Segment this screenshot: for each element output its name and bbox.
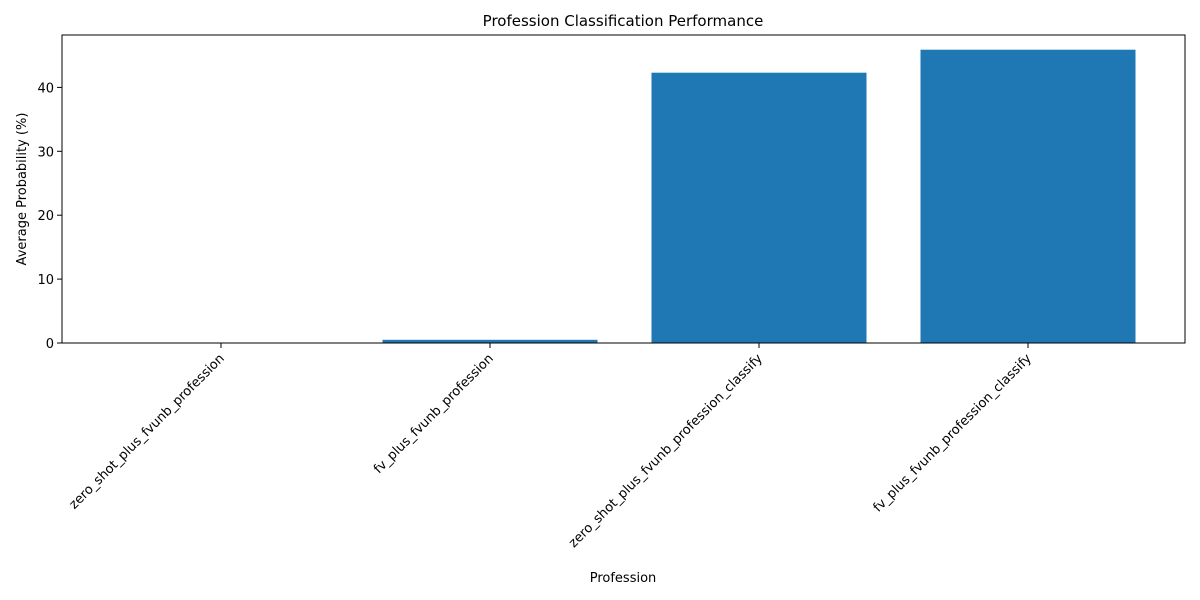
bar-1 bbox=[382, 339, 598, 343]
plot-frame bbox=[61, 34, 1186, 344]
x-tick-label-0: zero_shot_plus_fvunb_profession bbox=[67, 351, 228, 512]
x-tick-label-2: zero_shot_plus_fvunb_profession_classify bbox=[566, 351, 766, 551]
y-tick-label-3: 30 bbox=[37, 145, 54, 160]
y-tick-label-2: 20 bbox=[37, 209, 54, 224]
y-tick-label-0: 0 bbox=[46, 337, 54, 352]
chart-title: Profession Classification Performance bbox=[483, 12, 764, 30]
x-axis-title: Profession bbox=[590, 571, 657, 586]
bars-group bbox=[382, 49, 1136, 344]
y-tick-label-1: 10 bbox=[37, 273, 54, 288]
x-tick-label-1: fv_plus_fvunb_profession bbox=[371, 351, 497, 477]
x-tick-label-3: fv_plus_fvunb_profession_classify bbox=[871, 351, 1035, 515]
y-axis-title: Average Probability (%) bbox=[15, 113, 30, 266]
bar-2 bbox=[651, 72, 867, 344]
y-axis: 0 10 20 30 40 bbox=[37, 81, 62, 352]
y-tick-label-4: 40 bbox=[37, 81, 54, 96]
x-axis: zero_shot_plus_fvunb_profession fv_plus_f… bbox=[67, 343, 1035, 551]
bar-3 bbox=[920, 49, 1136, 344]
